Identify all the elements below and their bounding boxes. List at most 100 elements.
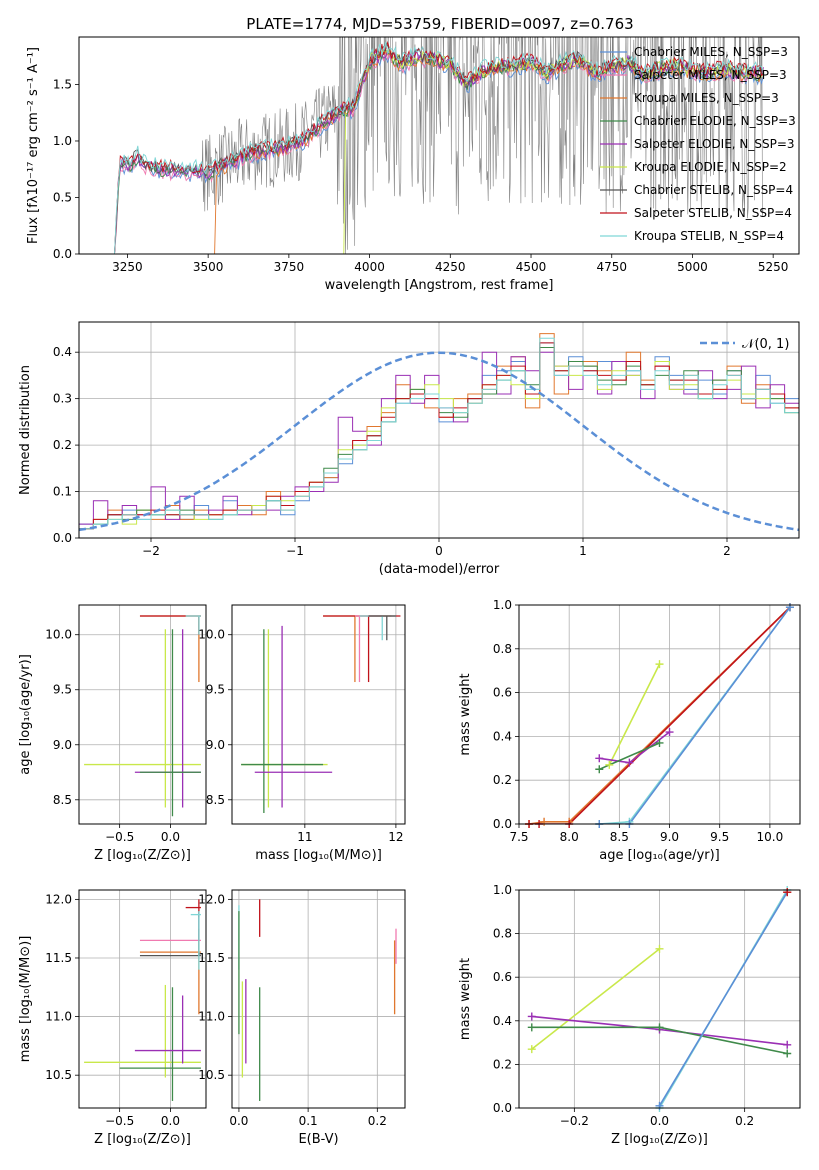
x-tick-label: −2	[142, 544, 160, 558]
axes-frame	[518, 889, 801, 1109]
x-tick-label: 0.0	[229, 1114, 248, 1128]
model-spectrum-line	[114, 41, 764, 254]
x-axis-label: (data-model)/error	[379, 562, 500, 577]
x-tick-label: −0.2	[560, 1114, 589, 1128]
mass-weight-line	[658, 891, 788, 1107]
y-tick-label: 10.5	[45, 1068, 72, 1082]
age-vs-mass-panel: 11 12 8.5 9.0 9.5 10.0 mass [log₁₀(M/M⊙)]	[198, 604, 406, 863]
data-point-marker	[595, 754, 604, 763]
x-tick-label: 5250	[758, 260, 789, 274]
y-tick-label: 10.5	[198, 1068, 225, 1082]
x-axis-label: E(B-V)	[298, 1132, 338, 1147]
y-tick-label: 11.0	[198, 1010, 225, 1024]
x-tick-label: 4250	[435, 260, 466, 274]
plot-area	[79, 890, 206, 1108]
normal-distribution-curve	[79, 351, 799, 532]
mass-weight-line	[529, 606, 791, 824]
age-vs-metallicity-panel: −0.5 0.0 8.5 9.0 9.5 10.0 Z [log₁₀(Z/Z⊙)] age […	[18, 604, 207, 863]
x-axis-label: Z [log₁₀(Z/Z⊙)]	[94, 848, 191, 863]
x-tick-label: 3500	[193, 260, 224, 274]
x-axis-label: mass [log₁₀(M/M⊙)]	[255, 848, 382, 863]
y-tick-label: 0.0	[493, 1101, 512, 1115]
plot-area	[79, 605, 206, 824]
mass-weight-line	[608, 663, 661, 766]
x-tick-label: 0	[435, 544, 443, 558]
model-spectrum-line	[114, 41, 764, 254]
legend-label: Salpeter STELIB, N_SSP=4	[634, 206, 792, 220]
y-tick-label: 0.4	[493, 729, 512, 743]
y-tick-label: 0.6	[493, 970, 512, 984]
axes-frame	[518, 604, 801, 825]
plot-area	[232, 890, 405, 1108]
axes-frame	[231, 889, 406, 1109]
x-tick-label: 4500	[516, 260, 547, 274]
x-tick-label: 3750	[274, 260, 305, 274]
x-tick-label: 9.5	[710, 830, 729, 844]
legend-label: Kroupa ELODIE, N_SSP=2	[634, 160, 787, 174]
x-axis-label: wavelength [Angstrom, rest frame]	[325, 278, 554, 293]
mass-weight-line	[528, 606, 791, 824]
x-tick-label: 0.2	[368, 1114, 387, 1128]
y-tick-label: 0.5	[53, 190, 72, 204]
x-tick-label: 7.5	[509, 830, 528, 844]
y-tick-label: 9.0	[206, 738, 225, 752]
model-spectrum-line	[214, 49, 764, 254]
y-tick-label: 12.0	[45, 892, 72, 906]
x-tick-label: 12	[388, 830, 403, 844]
y-tick-label: 9.0	[53, 738, 72, 752]
y-tick-label: 1.0	[53, 134, 72, 148]
data-point-marker	[527, 1045, 536, 1054]
x-tick-label: 0.1	[299, 1114, 318, 1128]
y-tick-label: 12.0	[198, 892, 225, 906]
y-tick-label: 0.2	[493, 1057, 512, 1071]
legend-label: Kroupa MILES, N_SSP=3	[634, 91, 779, 105]
data-point-marker	[595, 765, 604, 774]
y-axis-label: Flux [fλ10⁻¹⁷ erg cm⁻² s⁻¹ A⁻¹]	[26, 47, 41, 244]
data-point-marker	[665, 728, 674, 737]
data-point-marker	[655, 738, 664, 747]
legend-label: Salpeter ELODIE, N_SSP=3	[634, 137, 795, 151]
data-point-marker	[655, 1023, 664, 1032]
y-tick-label: 0.6	[493, 686, 512, 700]
x-tick-label: 0.0	[161, 830, 180, 844]
plot-area	[519, 890, 800, 1108]
x-tick-label: 1	[579, 544, 587, 558]
legend-label: Salpeter MILES, N_SSP=3	[634, 68, 787, 82]
x-tick-label: 8.0	[560, 830, 579, 844]
y-axis-label: Normed distribution	[18, 365, 33, 495]
legend-label: Chabrier STELIB, N_SSP=4	[634, 183, 793, 197]
axes-frame	[78, 604, 207, 825]
x-tick-label: 2	[723, 544, 731, 558]
mass-weight-line	[531, 948, 660, 1050]
y-tick-label: 9.5	[206, 683, 225, 697]
x-axis-label: Z [log₁₀(Z/Z⊙)]	[94, 1132, 191, 1147]
mass-weight-vs-age-panel: 7.5 8.0 8.5 9.0 9.5 10.0 0.0 0.2 0.4 0.6 0.8 1.0 age…	[458, 598, 801, 863]
x-tick-label: 4750	[596, 260, 627, 274]
axes-frame	[231, 604, 406, 825]
y-tick-label: 11.5	[198, 951, 225, 965]
y-tick-label: 9.5	[53, 683, 72, 697]
plot-area	[519, 605, 800, 824]
x-tick-label: 9.0	[660, 830, 679, 844]
x-axis-label: Z [log₁₀(Z/Z⊙)]	[611, 1132, 708, 1147]
x-tick-label: 0.0	[161, 1114, 180, 1128]
observed-spectrum-line	[120, 37, 764, 254]
y-tick-label: 11.0	[45, 1010, 72, 1024]
y-tick-label: 10.0	[45, 628, 72, 642]
legend-label: 𝒩(0, 1)	[742, 337, 789, 352]
data-point-marker	[625, 758, 634, 767]
x-tick-label: 0.2	[735, 1114, 754, 1128]
y-tick-label: 8.5	[206, 793, 225, 807]
data-point-marker	[655, 660, 664, 669]
y-tick-label: 1.0	[493, 598, 512, 612]
spectrum-title: PLATE=1774, MJD=53759, FIBERID=0097, z=0…	[246, 15, 633, 33]
y-tick-label: 8.5	[53, 793, 72, 807]
y-axis-label: mass weight	[458, 673, 473, 755]
x-tick-label: 4000	[354, 260, 385, 274]
y-tick-label: 0.4	[53, 345, 72, 359]
y-tick-label: 0.1	[53, 485, 72, 499]
data-point-marker	[783, 1049, 792, 1058]
y-tick-label: 0.4	[493, 1014, 512, 1028]
legend-label: Chabrier MILES, N_SSP=3	[634, 45, 788, 59]
